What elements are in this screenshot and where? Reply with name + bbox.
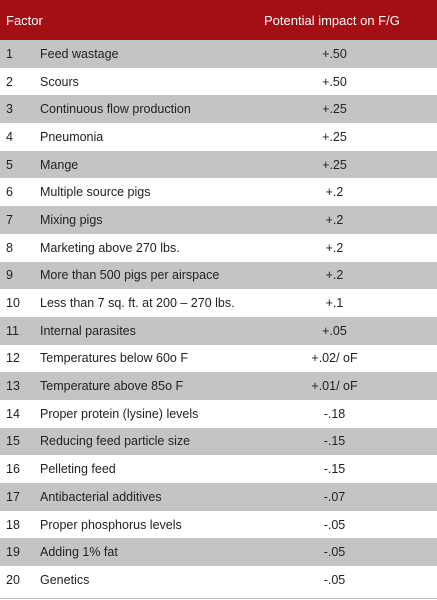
row-impact: +.25	[322, 102, 347, 117]
row-impact: +.05	[322, 323, 347, 338]
row-number: 17	[6, 489, 20, 504]
table-row: 4 Pneumonia +.25	[0, 123, 437, 151]
row-number: 3	[6, 102, 13, 117]
table-body: 1 Feed wastage +.50 2 Scours +.50 3 Continuous …	[0, 40, 437, 594]
row-number: 7	[6, 212, 13, 227]
row-factor: Internal parasites	[40, 323, 136, 338]
table-row: 11 Internal parasites +.05	[0, 316, 437, 345]
table-row: 1 Feed wastage +.50	[0, 40, 437, 68]
row-number: 16	[6, 462, 20, 477]
row-impact: +.2	[325, 240, 344, 255]
table-row: 12 Temperatures below 60o F +.02/ oF	[0, 345, 437, 373]
row-number: 6	[6, 185, 13, 200]
row-factor: Multiple source pigs	[40, 185, 151, 200]
row-factor: Continuous flow production	[40, 102, 191, 117]
row-number: 2	[6, 74, 13, 89]
table-row: 9 More than 500 pigs per airspace +.2	[0, 261, 437, 290]
table-header: Factor Potential impact on F/G	[0, 0, 437, 40]
row-impact: -.07	[323, 489, 346, 504]
row-factor: Pelleting feed	[40, 462, 116, 477]
row-impact: -.15	[323, 462, 346, 477]
row-impact: +.2	[325, 268, 344, 283]
table-row: 8 Marketing above 270 lbs. +.2	[0, 234, 437, 262]
row-factor: Marketing above 270 lbs.	[40, 240, 180, 255]
row-number: 13	[6, 379, 20, 394]
row-factor: Scours	[40, 74, 79, 89]
row-number: 14	[6, 406, 20, 421]
row-factor: Pneumonia	[40, 129, 104, 144]
table-row: 17 Antibacterial additives -.07	[0, 483, 437, 511]
row-impact: -.18	[323, 406, 346, 421]
table-row: 18 Proper phosphorus levels -.05	[0, 511, 437, 539]
row-factor: Mange	[40, 157, 79, 172]
row-factor: Reducing feed particle size	[40, 434, 191, 449]
row-factor: Adding 1% fat	[40, 545, 118, 560]
row-number: 4	[6, 129, 13, 144]
table-row: 3 Continuous flow production +.25	[0, 95, 437, 124]
row-impact: +.2	[325, 212, 344, 227]
table-row: 16 Pelleting feed -.15	[0, 455, 437, 483]
header-factor: Factor	[6, 12, 43, 28]
row-factor: Mixing pigs	[40, 212, 103, 227]
table-row: 14 Proper protein (lysine) levels -.18	[0, 400, 437, 428]
row-impact: +.01/ oF	[311, 379, 358, 394]
row-impact: +.25	[322, 129, 347, 144]
row-factor: Temperature above 85o F	[40, 379, 184, 394]
table-row: 7 Mixing pigs +.2	[0, 206, 437, 234]
row-factor: Temperatures below 60o F	[40, 351, 188, 366]
row-impact: +.50	[322, 74, 347, 89]
table-row: 2 Scours +.50	[0, 68, 437, 96]
row-number: 20	[6, 572, 20, 587]
row-number: 11	[6, 323, 19, 338]
table-row: 5 Mange +.25	[0, 150, 437, 179]
row-factor: Proper protein (lysine) levels	[40, 406, 199, 421]
row-impact: +.1	[325, 296, 344, 311]
row-factor: Genetics	[40, 572, 90, 587]
row-number: 5	[6, 157, 13, 172]
row-number: 8	[6, 240, 13, 255]
row-number: 18	[6, 517, 20, 532]
row-number: 19	[6, 545, 20, 560]
row-number: 9	[6, 268, 13, 283]
table-row: 15 Reducing feed particle size -.15	[0, 427, 437, 456]
row-impact: +.02/ oF	[311, 351, 358, 366]
row-impact: +.2	[325, 185, 344, 200]
bottom-divider	[0, 597, 437, 599]
row-factor: Proper phosphorus levels	[40, 517, 182, 532]
row-factor: Antibacterial additives	[40, 489, 162, 504]
row-factor: Feed wastage	[40, 46, 119, 61]
row-impact: +.50	[322, 46, 347, 61]
row-number: 15	[6, 434, 20, 449]
row-number: 12	[6, 351, 20, 366]
table-row: 10 Less than 7 sq. ft. at 200 – 270 lbs. +…	[0, 289, 437, 317]
table-row: 20 Genetics -.05	[0, 566, 437, 594]
row-number: 10	[6, 296, 20, 311]
row-impact: -.15	[323, 434, 346, 449]
row-factor: Less than 7 sq. ft. at 200 – 270 lbs.	[40, 296, 235, 311]
row-number: 1	[6, 46, 13, 61]
table-row: 6 Multiple source pigs +.2	[0, 178, 437, 206]
row-impact: -.05	[323, 517, 346, 532]
row-impact: +.25	[322, 157, 347, 172]
header-impact: Potential impact on F/G	[264, 12, 400, 28]
row-impact: -.05	[323, 545, 346, 560]
row-factor: More than 500 pigs per airspace	[40, 268, 220, 283]
table-row: 19 Adding 1% fat -.05	[0, 538, 437, 567]
table-row: 13 Temperature above 85o F +.01/ oF	[0, 372, 437, 400]
row-impact: -.05	[323, 572, 346, 587]
